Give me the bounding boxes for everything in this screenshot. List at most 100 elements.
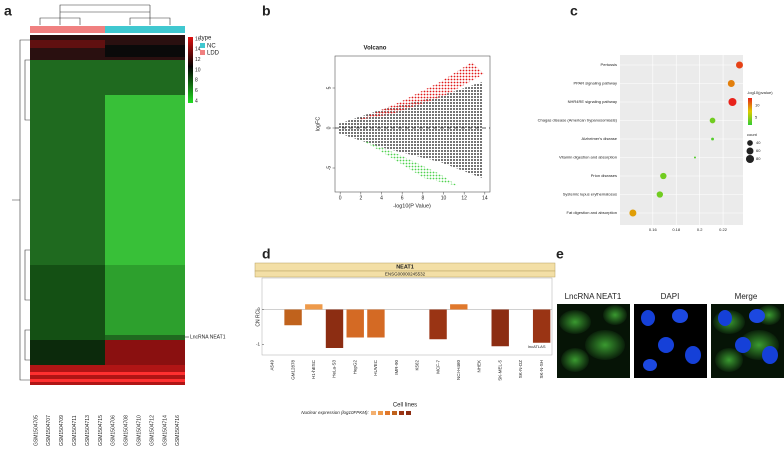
image-title: DAPI bbox=[661, 292, 680, 301]
scale-tick-label: 12 bbox=[195, 57, 201, 63]
legend-label: NC bbox=[207, 44, 216, 50]
x-tick-label: 14 bbox=[482, 195, 488, 201]
column-label: GSM1504711 bbox=[72, 415, 78, 446]
column-label: GSM1504708 bbox=[124, 415, 130, 446]
panel-label: a bbox=[4, 3, 12, 19]
y-axis-label: logFC bbox=[315, 117, 321, 132]
x-tick-label: 0.22 bbox=[719, 227, 728, 232]
image-title: Merge bbox=[735, 292, 758, 301]
size-tick-label: 60 bbox=[756, 148, 761, 153]
category-label: NHR4RE signaling pathway bbox=[568, 99, 617, 104]
legend-title: count bbox=[747, 132, 758, 137]
color-tick-label: 10 bbox=[755, 102, 760, 107]
chart-title: NEAT1 bbox=[396, 264, 414, 270]
plot-area bbox=[620, 55, 743, 225]
size-tick-label: 40 bbox=[756, 140, 761, 145]
y-tick-label: -5 bbox=[326, 166, 332, 171]
x-tick-label: MCF-7 bbox=[435, 360, 440, 374]
panel-label: c bbox=[570, 3, 578, 19]
x-tick-label: K562 bbox=[415, 360, 420, 371]
column-label: GSM1504710 bbox=[137, 415, 143, 446]
dot bbox=[728, 97, 737, 107]
category-label: PPAR signaling pathway bbox=[573, 81, 617, 86]
row-label: LncRNA NEAT1 bbox=[190, 334, 226, 340]
x-tick-label: 0.18 bbox=[672, 227, 681, 232]
category-label: Chagas disease (American trypanosomiasis… bbox=[538, 118, 618, 123]
x-tick-label: 0.2 bbox=[697, 227, 703, 232]
bar bbox=[491, 309, 509, 347]
y-tick-label: 0 bbox=[326, 126, 332, 129]
x-tick-label: 10 bbox=[441, 195, 447, 201]
size-key bbox=[746, 147, 754, 155]
x-tick-label: 4 bbox=[380, 195, 383, 201]
category-label: Vitamin digestion and absorption bbox=[559, 155, 617, 160]
color-tick-label: 5 bbox=[755, 115, 758, 120]
bar bbox=[325, 309, 344, 348]
group-bar bbox=[30, 26, 105, 33]
y-axis-label: CN RCI bbox=[255, 309, 261, 326]
dot bbox=[656, 191, 664, 198]
dot bbox=[736, 61, 743, 69]
panel-label: e bbox=[556, 246, 564, 262]
x-tick-label: HUVEC bbox=[373, 359, 378, 376]
x-tick-label: HepG2 bbox=[352, 360, 357, 375]
x-tick-label: NCI-H460 bbox=[456, 360, 461, 381]
dendrogram bbox=[12, 4, 171, 381]
category-label: Pertussis bbox=[601, 62, 617, 67]
chart-subtitle: ENSG00000245532 bbox=[385, 272, 426, 277]
x-tick-label: SK-N-SH bbox=[539, 360, 544, 379]
expression-legend bbox=[371, 411, 411, 415]
x-tick-label: 0.16 bbox=[649, 227, 658, 232]
group-bar bbox=[105, 26, 185, 33]
category-label: Alzheimer's disease bbox=[582, 136, 618, 141]
x-tick-label: 2 bbox=[359, 195, 362, 201]
column-label: GSM1504714 bbox=[162, 415, 168, 446]
category-label: Fat digestion and absorption bbox=[567, 210, 617, 215]
bar-chart: 0 -1 A549 GM12878 H1-hESC HeLa-S3 HepG2 HUVEC IM… bbox=[256, 304, 552, 381]
micrograph bbox=[711, 304, 784, 378]
column-label: GSM1504715 bbox=[98, 415, 104, 446]
legend-swatch bbox=[200, 43, 205, 48]
bar bbox=[450, 304, 468, 310]
x-tick-label: 8 bbox=[421, 195, 424, 201]
dot bbox=[709, 117, 716, 124]
column-label: GSM1504706 bbox=[111, 415, 117, 446]
column-label: GSM1504707 bbox=[46, 415, 52, 446]
x-tick-label: A549 bbox=[270, 360, 275, 371]
panel-label: d bbox=[262, 246, 271, 262]
dot bbox=[660, 172, 667, 180]
x-tick-label: 12 bbox=[461, 195, 467, 201]
heatmap bbox=[30, 35, 185, 385]
point-cloud bbox=[338, 62, 484, 186]
size-key bbox=[747, 140, 753, 146]
column-labels: GSM1504705 GSM1504707 GSM1504709 GSM1504711… bbox=[33, 415, 181, 446]
dot bbox=[711, 137, 714, 141]
micrograph bbox=[634, 304, 707, 378]
dot bbox=[727, 80, 735, 87]
bar bbox=[305, 304, 323, 310]
column-label: GSM1504705 bbox=[33, 415, 39, 446]
panel-label: b bbox=[262, 3, 271, 19]
y-tick-label: 0 bbox=[257, 307, 260, 312]
scale-tick-label: 8 bbox=[195, 78, 198, 84]
x-tick-label: 6 bbox=[401, 195, 404, 201]
x-tick-label: SK-N-DZ bbox=[518, 360, 523, 378]
y-tick-label: -1 bbox=[256, 342, 260, 347]
x-tick-label: H1-hESC bbox=[311, 359, 316, 379]
x-tick-label: GM12878 bbox=[290, 360, 295, 380]
scale-tick-label: 16 bbox=[195, 36, 201, 42]
dot bbox=[629, 209, 637, 217]
color-scale bbox=[188, 37, 193, 103]
color-scale bbox=[748, 98, 752, 125]
legend-swatch bbox=[200, 50, 205, 55]
dot-plot: 0.16 0.18 0.2 0.22 Pertussis PPAR signaling p… bbox=[538, 55, 761, 232]
scale-ticks: 16 14 12 10 8 6 4 bbox=[195, 36, 201, 104]
x-axis-label: Cell lines bbox=[393, 403, 417, 409]
title-bar bbox=[254, 270, 556, 278]
column-label: GSM1504712 bbox=[149, 415, 155, 446]
y-tick-label: 5 bbox=[326, 86, 332, 89]
bar bbox=[346, 309, 364, 338]
x-tick-label: NHEK bbox=[477, 360, 482, 373]
x-tick-label: IMR-90 bbox=[394, 360, 399, 375]
micrograph bbox=[557, 304, 630, 378]
